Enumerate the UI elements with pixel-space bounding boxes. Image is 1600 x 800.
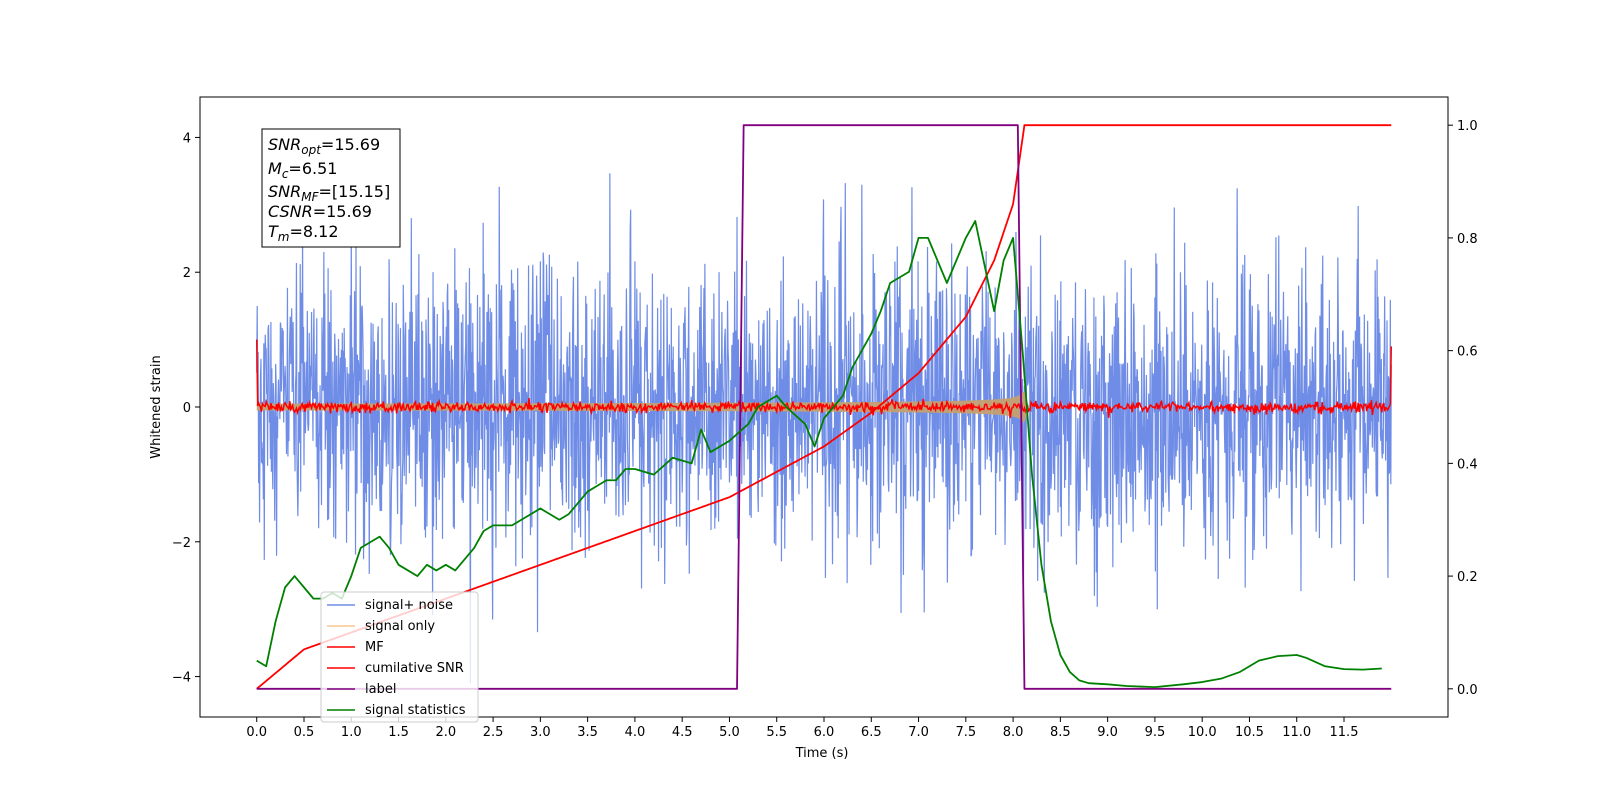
x-tick-label: 7.5 xyxy=(955,725,976,740)
signal-only-envelope xyxy=(256,391,1030,423)
annotation-mc: Mc=6.51 xyxy=(268,159,337,181)
y-axis-label: Whitened strain xyxy=(149,355,164,458)
y2-tick-label: 0.4 xyxy=(1457,457,1478,472)
y2-tick-label: 0.6 xyxy=(1457,345,1478,360)
y-tick-label: −2 xyxy=(172,536,191,551)
legend-label: signal+ noise xyxy=(365,598,453,613)
x-tick-label: 0.5 xyxy=(294,725,315,740)
signal-statistics-line xyxy=(256,220,1382,689)
series-signal-only xyxy=(256,391,1030,423)
x-axis-ticks: 0.0 0.5 1.0 1.5 2.0 2.5 3.0 3.5 4.0 4.5 5.0 5.5 6.0 6… xyxy=(246,717,1358,740)
legend-label: signal statistics xyxy=(365,703,466,718)
legend-item-signal-only: signal only xyxy=(327,619,435,634)
y-tick-label: 2 xyxy=(183,266,191,281)
x-tick-label: 9.5 xyxy=(1145,725,1166,740)
x-tick-label: 3.5 xyxy=(577,725,598,740)
y2-tick-label: 0.8 xyxy=(1457,232,1478,247)
x-tick-label: 5.0 xyxy=(719,725,740,740)
annotation-box: SNRopt=15.69 Mc=6.51 SNRMF=[15.15] CSNR=… xyxy=(261,128,401,248)
signal-noise-line xyxy=(256,173,1392,684)
legend: signal+ noise signal only MF cumilative … xyxy=(320,591,479,723)
x-tick-label: 2.5 xyxy=(483,725,504,740)
x-tick-label: 9.0 xyxy=(1097,725,1118,740)
x-tick-label: 7.0 xyxy=(908,725,929,740)
x-tick-label: 11.5 xyxy=(1330,725,1359,740)
y-tick-label: 4 xyxy=(183,131,191,146)
legend-label: MF xyxy=(365,640,384,655)
series-signal-statistics xyxy=(256,220,1382,689)
label-line xyxy=(256,124,1392,690)
x-tick-label: 2.0 xyxy=(435,725,456,740)
annotation-csnr: CSNR=15.69 xyxy=(268,202,372,221)
legend-item-mf: MF xyxy=(327,640,384,655)
x-tick-label: 6.0 xyxy=(814,725,835,740)
y2-tick-label: 0.0 xyxy=(1457,683,1478,698)
legend-item-signal-noise: signal+ noise xyxy=(327,598,453,613)
annotation-tm: Tm=8.12 xyxy=(268,222,339,244)
x-tick-label: 4.0 xyxy=(625,725,646,740)
y2-tick-label: 0.2 xyxy=(1457,570,1478,585)
x-tick-label: 0.0 xyxy=(246,725,267,740)
x-tick-label: 4.5 xyxy=(672,725,693,740)
x-tick-label: 3.0 xyxy=(530,725,551,740)
y-tick-label: 0 xyxy=(183,401,191,416)
x-tick-label: 8.5 xyxy=(1050,725,1071,740)
y-axis-ticks: 4 2 0 −2 −4 xyxy=(172,131,200,686)
x-tick-label: 10.5 xyxy=(1235,725,1264,740)
legend-item-cumulative-snr: cumilative SNR xyxy=(327,661,464,676)
legend-item-label: label xyxy=(327,682,396,697)
legend-item-signal-statistics: signal statistics xyxy=(327,703,466,718)
series-label xyxy=(256,124,1392,690)
annotation-snr-mf: SNRMF=[15.15] xyxy=(268,182,390,204)
x-tick-label: 5.5 xyxy=(766,725,787,740)
x-axis-label: Time (s) xyxy=(795,746,849,761)
x-tick-label: 6.5 xyxy=(861,725,882,740)
y2-axis-ticks: 1.0 0.8 0.6 0.4 0.2 0.0 xyxy=(1448,119,1478,698)
x-tick-label: 11.0 xyxy=(1282,725,1311,740)
x-tick-label: 1.0 xyxy=(341,725,362,740)
legend-label: cumilative SNR xyxy=(365,661,464,676)
y-tick-label: −4 xyxy=(172,671,191,686)
series-mf xyxy=(255,339,1393,419)
mf-line xyxy=(255,339,1393,419)
legend-label: label xyxy=(365,682,396,697)
x-tick-label: 1.5 xyxy=(388,725,409,740)
series-signal-noise xyxy=(256,173,1392,684)
legend-label: signal only xyxy=(365,619,435,634)
x-tick-label: 8.0 xyxy=(1003,725,1024,740)
x-tick-label: 10.0 xyxy=(1188,725,1217,740)
annotation-snr-opt: SNRopt=15.69 xyxy=(268,135,380,157)
y2-tick-label: 1.0 xyxy=(1457,119,1478,134)
